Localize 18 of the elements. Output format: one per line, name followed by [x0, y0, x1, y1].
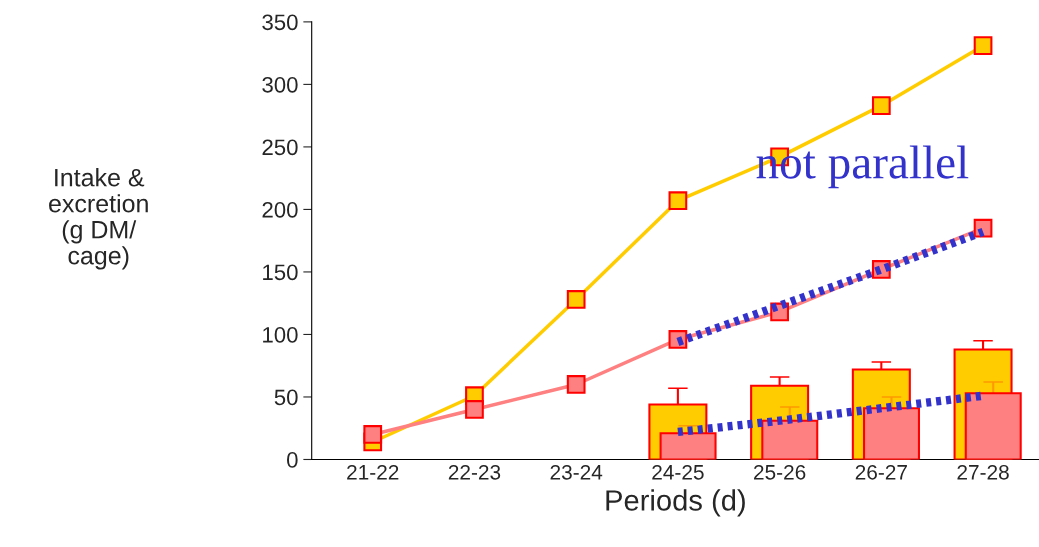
x-tick-label: 21-22 — [347, 464, 399, 480]
y-tick-label: 300 — [262, 76, 298, 93]
x-tick-label: 24-25 — [652, 464, 704, 480]
y-tick-label: 250 — [262, 139, 298, 156]
x-axis-title: Periods (d) — [606, 489, 745, 517]
y-tick-label: 150 — [263, 264, 298, 281]
annotation: not parallel — [756, 145, 969, 189]
y-axis-title: Intake & excretion (g DM/ cage) — [49, 168, 148, 270]
y-tick-label: 50 — [274, 389, 298, 406]
y-tick-label: 100 — [263, 326, 298, 343]
x-tick-label: 23-24 — [550, 464, 603, 480]
y-tick-label: 200 — [262, 201, 298, 218]
x-tick-label: 22-23 — [448, 464, 501, 480]
x-tick-label: 27-28 — [957, 464, 1009, 480]
x-tick-label: 25-26 — [754, 464, 806, 480]
y-tick-label: 0 — [287, 452, 298, 468]
x-tick-label: 26-27 — [855, 464, 907, 480]
y-tick-label: 350 — [262, 14, 298, 31]
